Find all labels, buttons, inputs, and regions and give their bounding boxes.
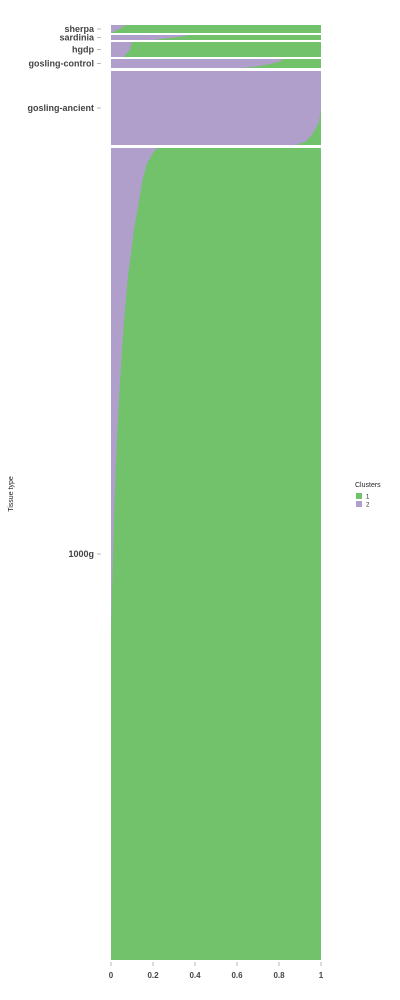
cluster-2-area xyxy=(111,35,191,40)
cluster-2-area xyxy=(111,59,284,68)
y-tick-label-gosling-control: gosling-control xyxy=(29,59,95,69)
legend-label-1: 1 xyxy=(366,494,370,500)
x-tick-label: 0.2 xyxy=(147,971,159,980)
legend: Clusters 1 2 xyxy=(355,482,381,508)
x-tick-label: 0.8 xyxy=(273,971,285,980)
panel-sardinia xyxy=(111,35,321,40)
panel-gosling-ancient xyxy=(111,71,321,145)
x-axis: 0 0.2 0.4 0.6 0.8 1 xyxy=(109,962,324,980)
y-tick-label-1000g: 1000g xyxy=(68,549,94,559)
panel-hgdp xyxy=(111,42,321,57)
y-tick-label-hgdp: hgdp xyxy=(72,45,94,55)
legend-title: Clusters xyxy=(355,482,381,489)
y-tick-label-sherpa: sherpa xyxy=(64,24,95,34)
cluster-2-area xyxy=(111,148,158,960)
cluster-2-area xyxy=(111,25,126,33)
cluster-2-area xyxy=(111,42,132,57)
legend-swatch-2 xyxy=(356,501,362,507)
y-axis-title: Tissue type xyxy=(8,476,15,512)
x-tick-label: 1 xyxy=(319,971,324,980)
legend-swatch-1 xyxy=(356,493,362,499)
x-tick-label: 0.6 xyxy=(231,971,243,980)
x-tick-label: 0.4 xyxy=(189,971,201,980)
cluster-1-area xyxy=(111,42,321,57)
plot-area xyxy=(111,25,321,960)
x-tick-label: 0 xyxy=(109,971,114,980)
cluster-1-area xyxy=(111,35,321,40)
cluster-1-area xyxy=(111,25,321,33)
cluster-2-area xyxy=(111,71,321,145)
panel-1000g xyxy=(111,148,321,960)
y-tick-label-gosling-ancient: gosling-ancient xyxy=(27,103,94,113)
cluster-1-area xyxy=(111,148,321,960)
panel-sherpa xyxy=(111,25,321,33)
legend-label-2: 2 xyxy=(366,502,370,508)
y-tick-label-sardinia: sardinia xyxy=(59,33,95,43)
panel-gosling-control xyxy=(111,59,321,68)
